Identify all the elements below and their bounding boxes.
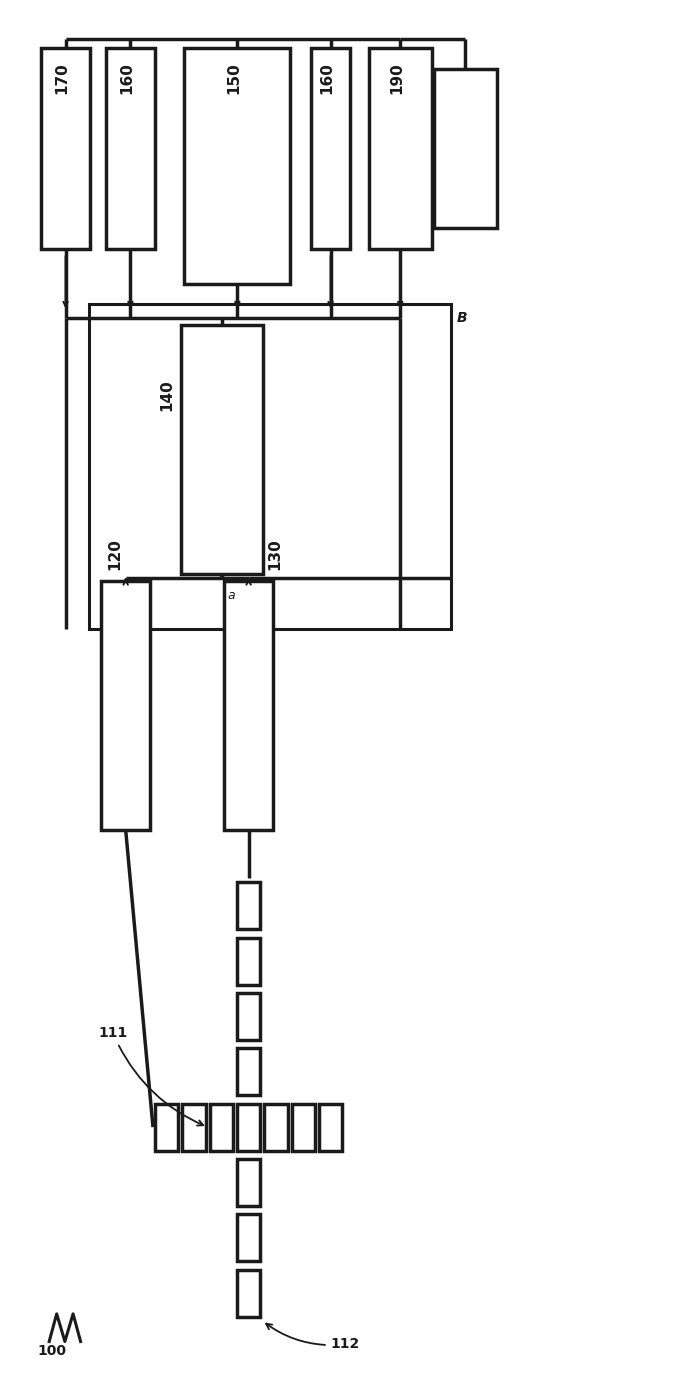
Bar [106, 48, 155, 249]
Text: B: B [456, 311, 467, 325]
Bar [210, 1104, 233, 1151]
Text: 140: 140 [159, 379, 174, 411]
Bar [237, 938, 260, 985]
Bar [434, 69, 497, 228]
Bar [319, 1104, 342, 1151]
Bar [369, 48, 432, 249]
Bar [182, 1104, 206, 1151]
Text: a: a [227, 589, 235, 602]
Bar [292, 1104, 315, 1151]
Bar [101, 581, 150, 830]
Bar [237, 1104, 260, 1151]
Text: 160: 160 [320, 62, 335, 94]
Text: 190: 190 [389, 62, 404, 94]
Bar [184, 48, 290, 284]
Bar [237, 993, 260, 1040]
Bar [155, 1104, 178, 1151]
Text: 120: 120 [107, 538, 122, 570]
Text: 150: 150 [227, 62, 241, 94]
Text: 100: 100 [38, 1344, 66, 1358]
Bar [237, 882, 260, 929]
Text: 111: 111 [98, 1026, 204, 1126]
Text: 112: 112 [266, 1324, 360, 1351]
Bar [311, 48, 350, 249]
Text: 130: 130 [268, 538, 283, 570]
Bar [237, 1214, 260, 1261]
Bar [237, 1159, 260, 1206]
Bar [264, 1104, 288, 1151]
Text: 170: 170 [55, 62, 70, 94]
Bar [224, 581, 273, 830]
Bar [89, 304, 451, 629]
Bar [41, 48, 90, 249]
Bar [237, 1270, 260, 1317]
Text: 160: 160 [120, 62, 135, 94]
Bar [181, 325, 263, 574]
Bar [237, 1048, 260, 1095]
